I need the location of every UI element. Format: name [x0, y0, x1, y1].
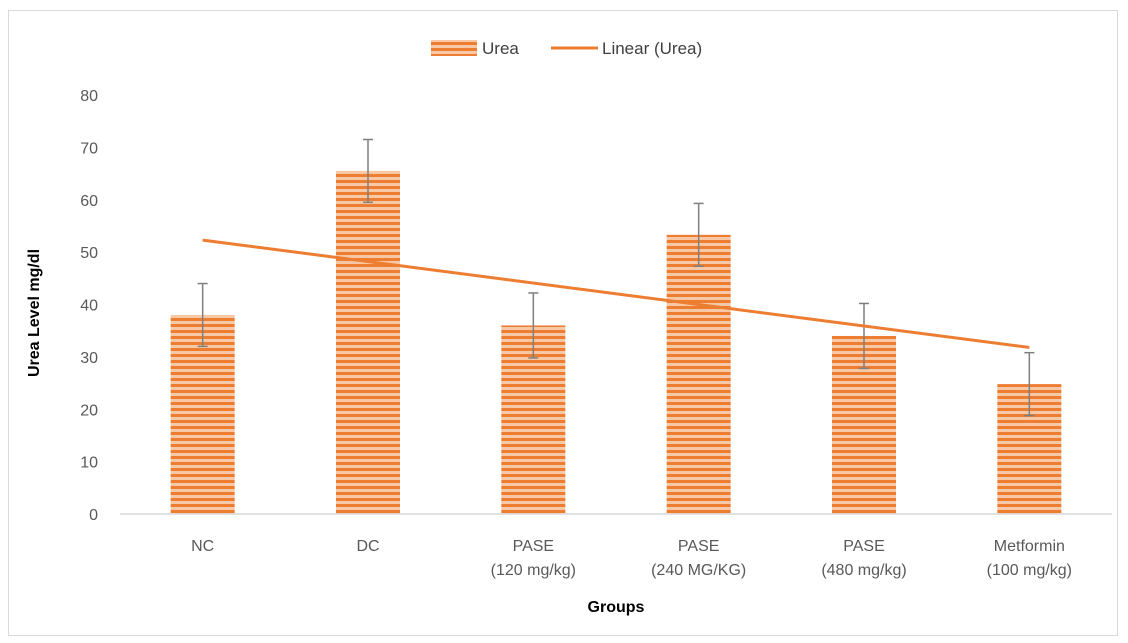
- y-tick-label: 50: [80, 245, 98, 262]
- x-tick-label: (100 mg/kg): [987, 562, 1072, 579]
- y-tick-label: 20: [80, 402, 98, 419]
- bar: [170, 314, 235, 514]
- y-tick-label: 0: [89, 507, 98, 524]
- y-tick-label: 60: [80, 193, 98, 210]
- x-tick-label: Metformin: [994, 538, 1065, 555]
- x-axis-tick-labels: NC DC PASE (120 mg/kg) PASE (240 MG/KG) PASE (4…: [191, 538, 1072, 579]
- x-tick-label: NC: [191, 538, 214, 555]
- x-tick-label: (120 mg/kg): [491, 562, 576, 579]
- legend: Urea Linear (Urea): [431, 39, 702, 58]
- y-tick-label: 40: [80, 298, 98, 315]
- y-axis-title: Urea Level mg/dl: [26, 249, 43, 377]
- x-tick-label: PASE: [843, 538, 885, 555]
- bars: [170, 170, 1062, 514]
- y-tick-label: 80: [80, 88, 98, 105]
- bar: [336, 170, 400, 514]
- legend-label-urea: Urea: [482, 39, 519, 58]
- trendline: [202, 238, 1030, 349]
- y-tick-label: 10: [80, 455, 98, 472]
- x-tick-label: DC: [356, 538, 379, 555]
- x-tick-label: PASE: [513, 538, 555, 555]
- legend-swatch-urea: [431, 40, 477, 56]
- x-tick-label: PASE: [678, 538, 720, 555]
- legend-label-trendline: Linear (Urea): [602, 39, 702, 58]
- y-axis-tick-labels: 0 10 20 30 40 50 60 70 80: [80, 88, 98, 524]
- x-axis-title: Groups: [588, 599, 645, 616]
- y-tick-label: 30: [80, 350, 98, 367]
- y-tick-label: 70: [80, 140, 98, 157]
- error-bars: [197, 138, 1035, 417]
- x-tick-label: (240 MG/KG): [651, 562, 746, 579]
- bar: [666, 234, 731, 514]
- x-tick-label: (480 mg/kg): [821, 562, 906, 579]
